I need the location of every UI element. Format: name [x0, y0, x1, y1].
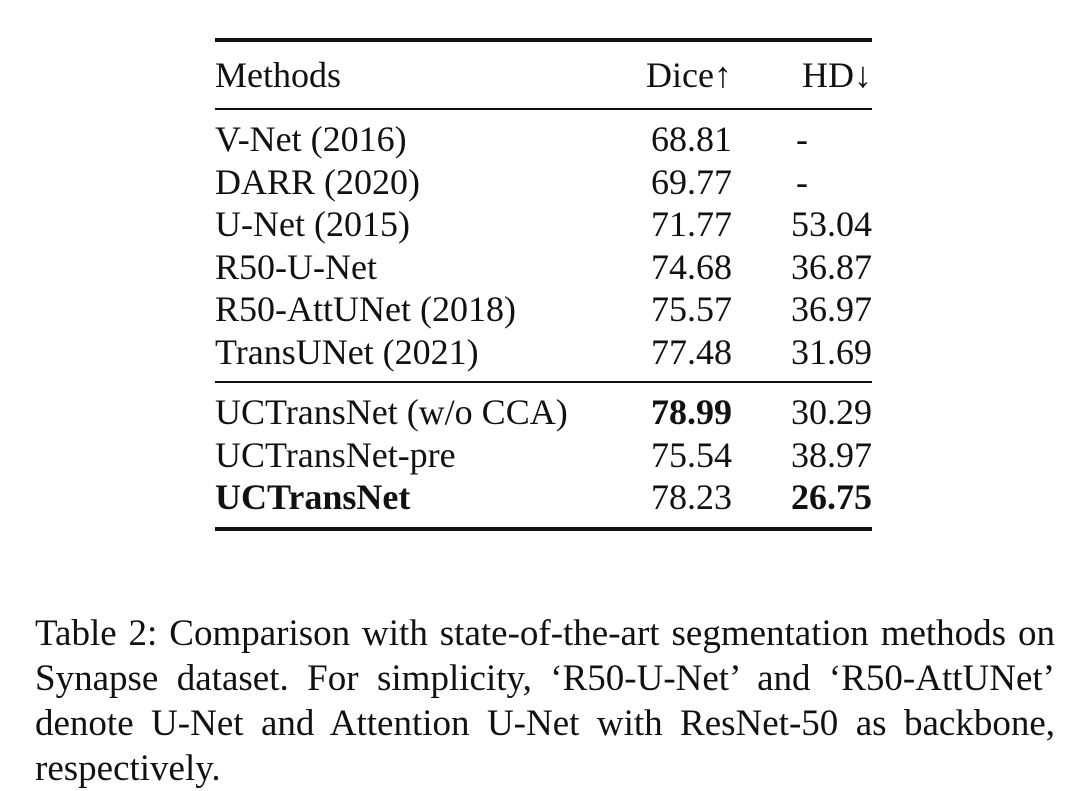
method-cell: UCTransNet (w/o CCA) — [215, 392, 568, 432]
hd-cell-best: 26.75 — [791, 477, 872, 517]
dice-cell-best: 78.99 — [651, 392, 732, 432]
method-cell: DARR (2020) — [215, 161, 420, 202]
header-hd: HD↓ — [802, 54, 872, 95]
header-rule — [215, 108, 872, 110]
hd-cell: 30.29 — [791, 392, 872, 432]
table-row: V-Net (2016) 68.81 - — [215, 118, 872, 161]
hd-cell: 38.97 — [791, 434, 872, 475]
hd-cell: 31.69 — [791, 331, 872, 372]
bottom-rule — [215, 526, 872, 531]
method-cell: V-Net (2016) — [215, 119, 407, 159]
dice-cell: 75.54 — [651, 434, 732, 475]
header-row: Methods Dice↑ HD↓ — [215, 42, 872, 108]
dice-cell: 74.68 — [651, 246, 732, 287]
dice-cell: 77.48 — [651, 331, 732, 372]
header-methods: Methods — [215, 54, 341, 95]
table-row: UCTransNet-pre 75.54 38.97 — [215, 434, 872, 477]
table-row: U-Net (2015) 71.77 53.04 — [215, 203, 872, 246]
table-row: UCTransNet 78.23 26.75 — [215, 476, 872, 519]
dice-cell: 75.57 — [651, 289, 732, 329]
table-row: DARR (2020) 69.77 - — [215, 161, 872, 204]
hd-cell: - — [796, 119, 808, 159]
method-cell: UCTransNet-pre — [215, 434, 456, 475]
method-cell: R50-U-Net — [215, 246, 377, 287]
dice-cell: 68.81 — [651, 119, 732, 159]
method-cell-proposed: UCTransNet — [215, 477, 411, 517]
header-dice: Dice↑ — [646, 54, 732, 95]
dice-cell: 71.77 — [651, 204, 732, 244]
hd-cell: 36.87 — [791, 246, 872, 287]
table-row: R50-U-Net 74.68 36.87 — [215, 246, 872, 289]
hd-cell: 53.04 — [791, 204, 872, 244]
table-row: UCTransNet (w/o CCA) 78.99 30.29 — [215, 391, 872, 434]
hd-cell: - — [796, 161, 808, 202]
method-cell: U-Net (2015) — [215, 204, 410, 244]
dice-cell: 69.77 — [651, 161, 732, 202]
dice-cell: 78.23 — [651, 477, 732, 517]
results-table: Methods Dice↑ HD↓ V-Net (2016) 68.81 - D… — [215, 38, 872, 531]
method-cell: R50-AttUNet (2018) — [215, 289, 516, 329]
top-rule — [215, 38, 872, 42]
table-row: TransUNet (2021) 77.48 31.69 — [215, 331, 872, 374]
group-rule — [215, 381, 872, 383]
hd-cell: 36.97 — [791, 289, 872, 329]
table-row: R50-AttUNet (2018) 75.57 36.97 — [215, 288, 872, 331]
table-caption: Table 2: Comparison with state-of-the-ar… — [35, 613, 1055, 789]
method-cell: TransUNet (2021) — [215, 331, 479, 372]
